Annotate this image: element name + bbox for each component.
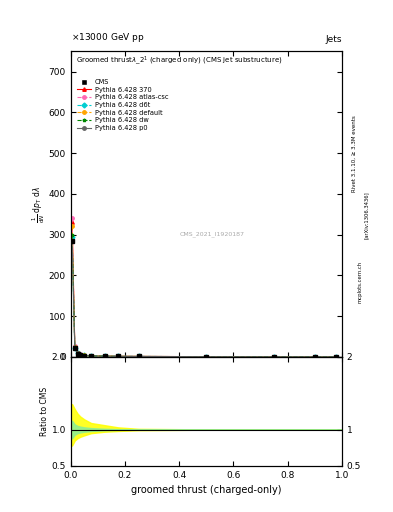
Y-axis label: $\frac{1}{\mathrm{d}N}\ \mathrm{d}p_\mathrm{T}\ \mathrm{d}\lambda$: $\frac{1}{\mathrm{d}N}\ \mathrm{d}p_\mat… xyxy=(31,185,47,223)
X-axis label: groomed thrust (charged-only): groomed thrust (charged-only) xyxy=(131,485,281,495)
Text: mcplots.cern.ch: mcplots.cern.ch xyxy=(358,261,363,303)
Text: CMS_2021_I1920187: CMS_2021_I1920187 xyxy=(179,232,244,238)
Legend: CMS, Pythia 6.428 370, Pythia 6.428 atlas-csc, Pythia 6.428 d6t, Pythia 6.428 de: CMS, Pythia 6.428 370, Pythia 6.428 atla… xyxy=(77,79,168,131)
Y-axis label: Ratio to CMS: Ratio to CMS xyxy=(40,387,49,436)
Text: $\times$13000 GeV pp: $\times$13000 GeV pp xyxy=(71,31,144,44)
Text: Groomed thrust$\lambda\_2^1$ (charged only) (CMS jet substructure): Groomed thrust$\lambda\_2^1$ (charged on… xyxy=(76,54,283,67)
Text: Jets: Jets xyxy=(325,34,342,44)
Text: Rivet 3.1.10, ≥ 3.3M events: Rivet 3.1.10, ≥ 3.3M events xyxy=(352,115,357,192)
Text: [arXiv:1306.3436]: [arXiv:1306.3436] xyxy=(364,191,369,239)
